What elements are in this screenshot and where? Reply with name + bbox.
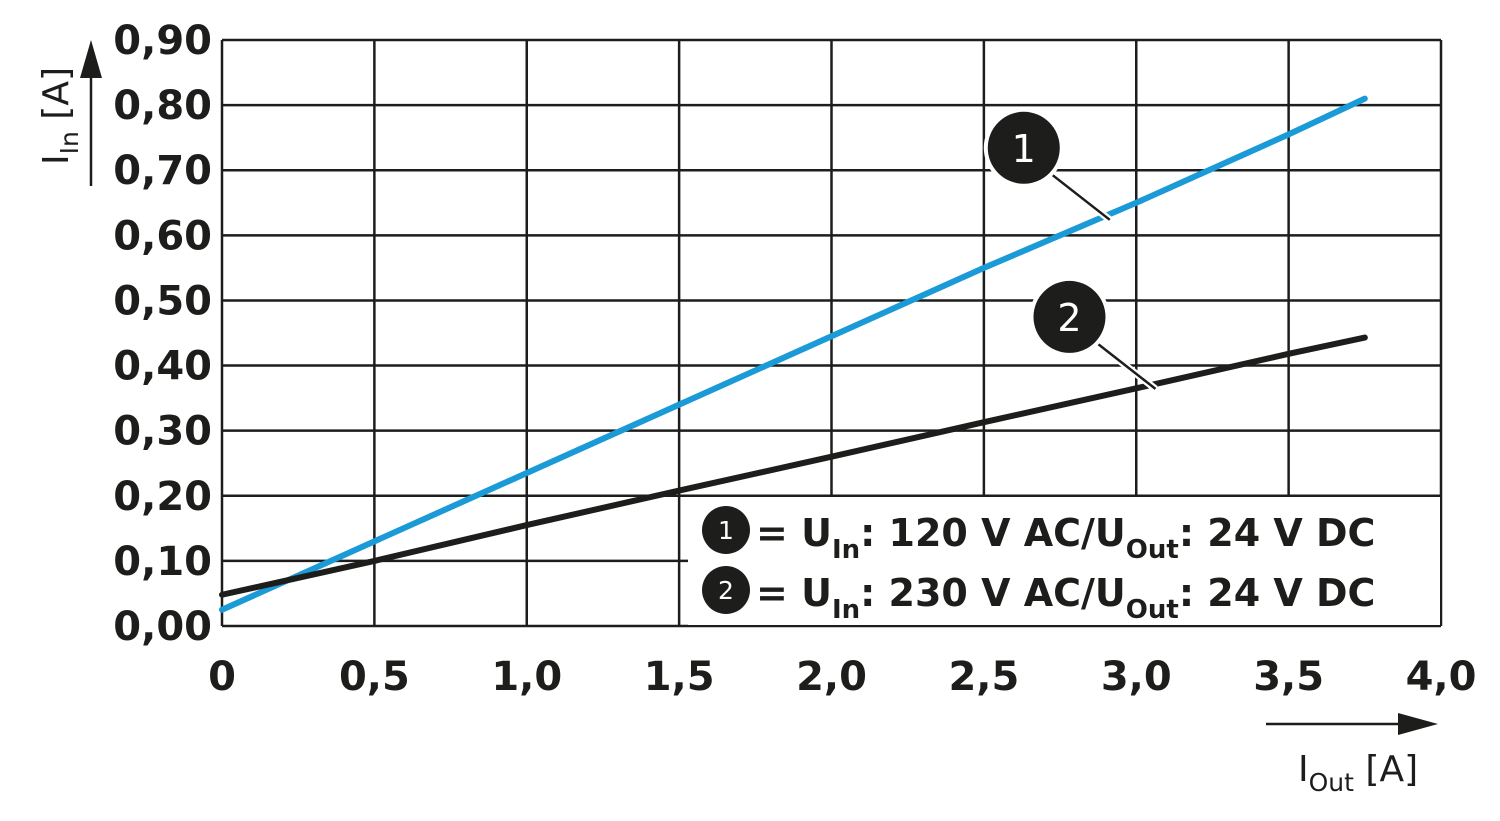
callout-marker-2 <box>1033 280 1106 353</box>
callout-label-2: 2 <box>1057 296 1081 340</box>
x-tick-label-0: 0 <box>208 654 236 700</box>
y-tick-labels: 0,00 0,10 0,20 0,30 0,40 0,50 0,60 0,70 0,80 0,90 <box>113 18 212 650</box>
x-axis-label: IOut [A] <box>1298 749 1418 797</box>
x-tick-label-5: 2,5 <box>948 654 1019 700</box>
y-axis-label-group: IIn [A] <box>36 40 102 186</box>
x-tick-label-3: 1,5 <box>644 654 715 700</box>
x-axis-arrow-head <box>1398 713 1438 735</box>
callout-leader-2 <box>1090 337 1157 390</box>
y-axis-label: IIn [A] <box>36 67 84 165</box>
callout-label-1: 1 <box>1012 127 1036 171</box>
x-tick-labels: 0 0,5 1,0 1,5 2,0 2,5 3,0 3,5 4,0 <box>208 654 1476 700</box>
x-axis-label-group: IOut [A] <box>1266 713 1438 797</box>
series-line-1 <box>219 95 1368 613</box>
x-tick-label-1: 0,5 <box>339 654 410 700</box>
series-line-2 <box>219 334 1368 598</box>
x-tick-label-7: 3,5 <box>1253 654 1324 700</box>
legend-marker-1-label: 1 <box>718 516 734 545</box>
x-tick-label-6: 3,0 <box>1101 654 1172 700</box>
x-tick-label-2: 1,0 <box>491 654 562 700</box>
y-tick-label-8: 0,80 <box>113 83 212 129</box>
y-tick-label-2: 0,20 <box>113 474 212 520</box>
legend-entry-1: 1 = UIn: 120 V AC/UOut: 24 V DC <box>702 506 1375 565</box>
legend-marker-1 <box>702 506 750 554</box>
y-tick-label-9: 0,90 <box>113 18 212 64</box>
y-tick-label-7: 0,70 <box>113 148 212 194</box>
y-tick-label-0: 0,00 <box>113 604 212 650</box>
callout-marker-1 <box>987 111 1060 184</box>
y-tick-label-4: 0,40 <box>113 344 212 390</box>
series-group <box>219 95 1368 613</box>
legend: 1 = UIn: 120 V AC/UOut: 24 V DC 2 = UIn:… <box>688 497 1440 625</box>
legend-entry-2-text: = UIn: 230 V AC/UOut: 24 V DC <box>756 571 1375 625</box>
x-tick-label-8: 4,0 <box>1406 654 1477 700</box>
y-tick-label-1: 0,10 <box>113 539 212 585</box>
legend-marker-2 <box>702 566 750 614</box>
legend-box <box>688 497 1440 625</box>
y-axis-arrow-head <box>80 40 102 78</box>
legend-entry-1-text: = UIn: 120 V AC/UOut: 24 V DC <box>756 511 1375 565</box>
y-tick-label-6: 0,60 <box>113 213 212 259</box>
legend-marker-2-label: 2 <box>718 576 734 605</box>
callout-leader-1 <box>1045 168 1111 221</box>
y-tick-label-5: 0,50 <box>113 278 212 324</box>
legend-entry-2: 2 = UIn: 230 V AC/UOut: 24 V DC <box>702 566 1375 625</box>
x-tick-label-4: 2,0 <box>796 654 867 700</box>
y-tick-label-3: 0,30 <box>113 409 212 455</box>
callouts: 12 <box>983 107 1158 392</box>
